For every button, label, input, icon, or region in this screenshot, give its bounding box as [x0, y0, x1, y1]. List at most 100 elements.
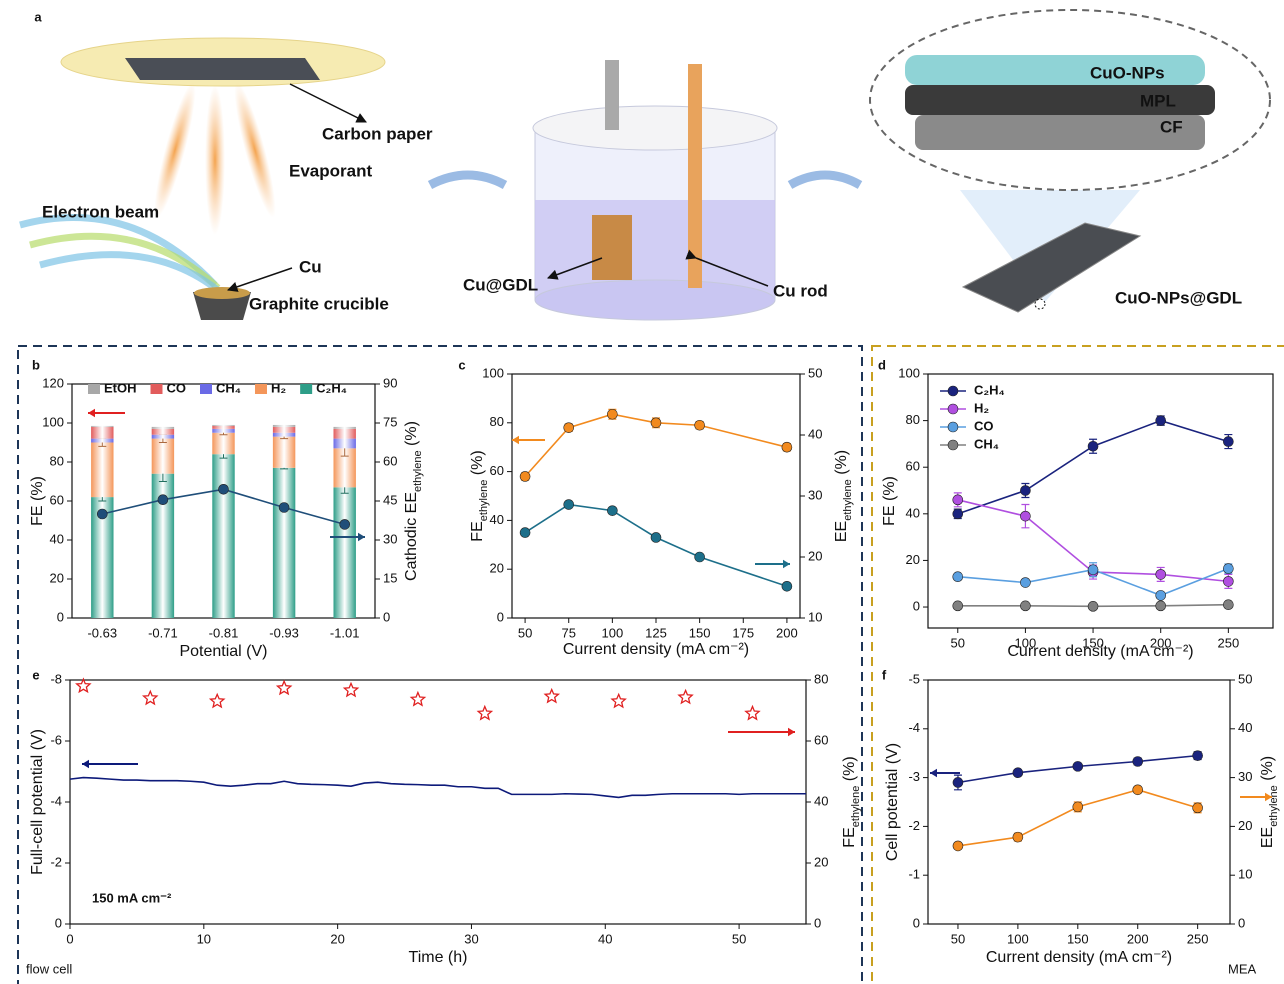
y2-tick-label: 60 [814, 732, 828, 747]
series-line [958, 421, 1229, 514]
label-part: FE (%) [29, 476, 46, 526]
legend-label: H₂ [974, 400, 989, 415]
y2-tick-label: 40 [1238, 720, 1252, 735]
label-part: Cathodic EE [403, 492, 420, 581]
x-tick-label: 100 [602, 625, 624, 640]
bar-segment [91, 443, 113, 498]
scheme-label: Cu@GDL [463, 275, 538, 294]
marker [651, 532, 661, 542]
cell-lid [533, 106, 777, 150]
x-tick-label: -0.93 [269, 625, 299, 640]
star-marker [77, 679, 90, 692]
label-part: (%) [403, 421, 420, 450]
scheme-label: Evaporant [289, 161, 372, 180]
legend-label: EtOH [104, 380, 137, 395]
marker [564, 500, 574, 510]
x-tick-label: -1.01 [330, 625, 360, 640]
marker [1156, 590, 1166, 600]
marker [219, 484, 229, 494]
x-axis-label: Current density (mA cm⁻²) [1007, 643, 1193, 660]
pointer [290, 84, 366, 122]
marker [1193, 803, 1203, 813]
x-tick-label: -0.81 [209, 625, 239, 640]
star-marker [278, 681, 291, 694]
legend-swatch [151, 384, 163, 394]
label-part: Time (h) [409, 949, 468, 966]
y-tick-label: -8 [50, 671, 62, 686]
group-label: MEA [1228, 961, 1257, 976]
series-line [70, 778, 806, 798]
mea-frame [872, 346, 1284, 984]
x-tick-label: 40 [598, 931, 612, 946]
y-axis-label: Cell potential (V) [884, 743, 901, 861]
x-tick-label: 100 [1007, 931, 1029, 946]
bar-segment [91, 439, 113, 443]
bar-segment [212, 425, 234, 426]
marker [1073, 802, 1083, 812]
y2-tick-label: 15 [383, 570, 397, 585]
x-tick-label: 30 [464, 931, 478, 946]
y-tick-label: 20 [906, 552, 920, 567]
x-tick-label: 150 [1067, 931, 1089, 946]
x-tick-label: 150 [689, 625, 711, 640]
marker [782, 442, 792, 452]
label-part: (%) [841, 756, 858, 785]
x-tick-label: 0 [66, 931, 73, 946]
label-part: ethylene [850, 786, 862, 828]
y-tick-label: -6 [50, 732, 62, 747]
marker [695, 420, 705, 430]
marker [1133, 785, 1143, 795]
star-marker [344, 683, 357, 696]
marker [279, 503, 289, 513]
y2-tick-label: 30 [383, 531, 397, 546]
y-tick-label: 0 [913, 915, 920, 930]
x-tick-label: 50 [518, 625, 532, 640]
marker [695, 552, 705, 562]
bar-segment [273, 425, 295, 427]
marker [1020, 601, 1030, 611]
indicator-arrow-head [512, 436, 519, 444]
y-tick-label: 20 [490, 561, 504, 576]
x-tick-label: 75 [561, 625, 575, 640]
x-tick-label: 50 [732, 931, 746, 946]
marker [1223, 564, 1233, 574]
legend-marker [948, 440, 958, 450]
bar-segment [212, 433, 234, 454]
legend-marker [948, 404, 958, 414]
x-tick-label: 250 [1218, 635, 1240, 650]
y-tick-label: 0 [55, 915, 62, 930]
cell-bottom [535, 280, 775, 320]
bar-segment [152, 435, 174, 439]
cu-rod [688, 64, 702, 288]
bar-segment [152, 439, 174, 474]
y2-tick-label: 90 [383, 375, 397, 390]
x-axis-label: Current density (mA cm⁻²) [563, 641, 749, 658]
marker [1020, 511, 1030, 521]
y2-axis-label: EEethylene (%) [1259, 756, 1280, 848]
indicator-arrow-head [358, 533, 365, 541]
scheme-label: Electron beam [42, 202, 159, 221]
legend-label: CH₄ [216, 380, 241, 395]
marker [953, 495, 963, 505]
y-tick-label: 40 [906, 505, 920, 520]
star-marker [211, 694, 224, 707]
panel-letter: b [32, 357, 40, 372]
marker [607, 506, 617, 516]
x-axis-label: Current density (mA cm⁻²) [986, 949, 1172, 966]
marker [782, 581, 792, 591]
y-tick-label: 40 [490, 512, 504, 527]
marker [607, 409, 617, 419]
indicator-arrow-head [788, 728, 795, 736]
marker [1133, 756, 1143, 766]
cu-gdl [592, 215, 632, 280]
panel-letter: e [32, 667, 39, 682]
y2-axis-label: FEethylene (%) [841, 756, 862, 847]
y-tick-label: 80 [906, 412, 920, 427]
marker [1193, 751, 1203, 761]
panel-letter: c [458, 357, 465, 372]
marker [953, 509, 963, 519]
series-line [958, 790, 1198, 846]
bar-segment [212, 429, 234, 433]
plot-frame [512, 374, 800, 618]
y2-tick-label: 50 [808, 365, 822, 380]
